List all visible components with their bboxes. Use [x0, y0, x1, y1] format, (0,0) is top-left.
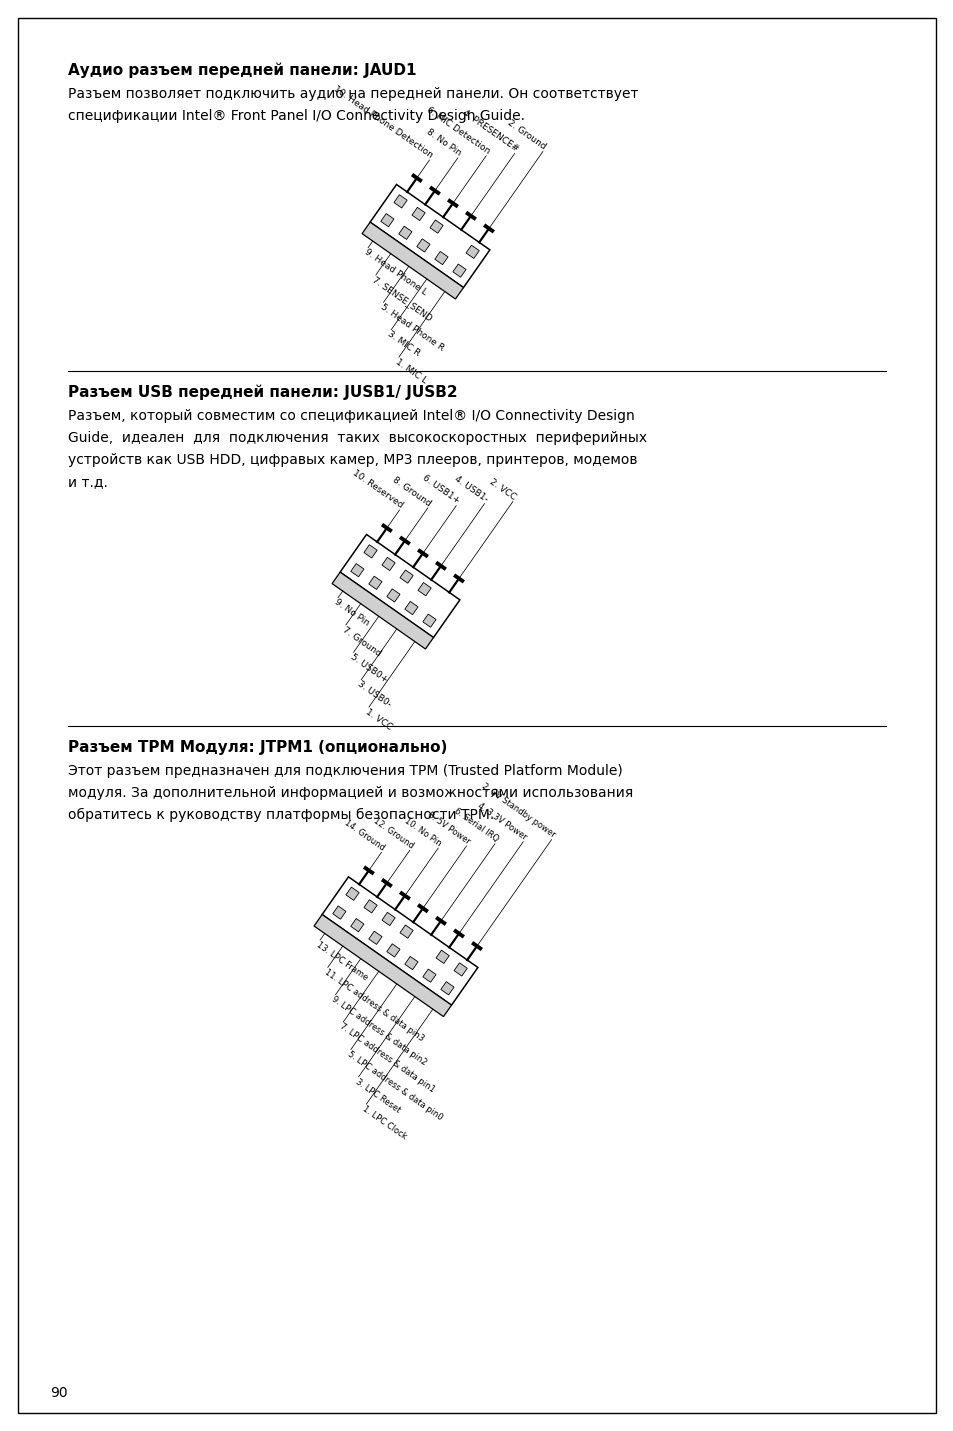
Polygon shape: [412, 207, 425, 220]
Text: 10. Reserved: 10. Reserved: [351, 468, 404, 509]
Polygon shape: [399, 924, 413, 939]
Text: 13. LPC Frame: 13. LPC Frame: [314, 940, 369, 982]
Polygon shape: [351, 564, 364, 577]
Text: 8. Ground: 8. Ground: [391, 475, 433, 508]
Polygon shape: [346, 887, 358, 900]
Text: Guide,  идеален  для  подключения  таких  высокоскоростных  периферийных: Guide, идеален для подключения таких выс…: [68, 431, 646, 445]
Text: Разъем TPM Модуля: JTPM1 (опционально): Разъем TPM Модуля: JTPM1 (опционально): [68, 740, 447, 756]
Text: 1. LPC Clock: 1. LPC Clock: [361, 1105, 408, 1141]
Polygon shape: [440, 982, 454, 995]
Text: 7. Ground: 7. Ground: [340, 625, 382, 658]
Text: 14. Ground: 14. Ground: [343, 819, 386, 853]
Polygon shape: [370, 185, 490, 288]
Polygon shape: [394, 195, 407, 207]
Polygon shape: [465, 245, 478, 259]
Polygon shape: [386, 588, 399, 602]
Polygon shape: [380, 213, 394, 226]
Text: Разъем USB передней панели: JUSB1/ JUSB2: Разъем USB передней панели: JUSB1/ JUSB2: [68, 385, 457, 401]
Text: Разъем, который совместим со спецификацией Intel® I/O Connectivity Design: Разъем, который совместим со спецификаци…: [68, 409, 634, 424]
Text: Аудио разъем передней панели: JAUD1: Аудио разъем передней панели: JAUD1: [68, 63, 416, 79]
Text: 4. USB1-: 4. USB1-: [453, 474, 489, 504]
Text: 8. 5V Power: 8. 5V Power: [425, 810, 471, 846]
Text: 11. LPC address & data pin3: 11. LPC address & data pin3: [322, 967, 425, 1043]
Text: обратитесь к руководству платформы безопасности TPM.: обратитесь к руководству платформы безоп…: [68, 809, 494, 821]
Polygon shape: [386, 944, 399, 957]
Text: 6. MIC Detection: 6. MIC Detection: [424, 106, 491, 156]
Polygon shape: [416, 239, 430, 252]
Polygon shape: [369, 932, 381, 944]
Polygon shape: [322, 877, 477, 1005]
Text: спецификации Intel® Front Panel I/O Connectivity Design Guide.: спецификации Intel® Front Panel I/O Conn…: [68, 109, 524, 123]
Text: 9. Head Phone L: 9. Head Phone L: [362, 248, 428, 298]
Text: 2. Ground: 2. Ground: [506, 119, 547, 152]
Text: 7. SENSE_SEND: 7. SENSE_SEND: [371, 275, 434, 323]
Text: 5. USB0+: 5. USB0+: [348, 653, 389, 684]
Polygon shape: [351, 919, 364, 932]
Text: 7. LPC address & data pin1: 7. LPC address & data pin1: [337, 1022, 436, 1095]
Text: 3. LPC Reset: 3. LPC Reset: [353, 1076, 401, 1115]
Polygon shape: [422, 969, 436, 982]
Polygon shape: [454, 963, 467, 976]
Polygon shape: [340, 534, 459, 638]
Text: 4. PRESENCE#: 4. PRESENCE#: [460, 109, 519, 153]
Text: 10. No Pin: 10. No Pin: [403, 816, 443, 849]
Text: 90: 90: [50, 1387, 68, 1400]
Polygon shape: [363, 900, 376, 913]
Polygon shape: [363, 545, 376, 558]
Text: Разъем позволяет подключить аудио на передней панели. Он соответствует: Разъем позволяет подключить аудио на пер…: [68, 87, 638, 102]
Polygon shape: [435, 252, 448, 265]
Text: 8. No Pin: 8. No Pin: [424, 127, 462, 157]
Polygon shape: [381, 557, 395, 571]
Text: 6. Serial IRQ: 6. Serial IRQ: [452, 807, 499, 844]
Text: 5. LPC address & data pin0: 5. LPC address & data pin0: [345, 1049, 443, 1122]
Text: 12. Ground: 12. Ground: [371, 816, 415, 850]
Text: 5. Head Phone R: 5. Head Phone R: [378, 302, 445, 353]
Text: 1. VCC: 1. VCC: [363, 707, 394, 731]
Polygon shape: [422, 614, 436, 627]
Text: 2. VCC: 2. VCC: [488, 477, 517, 501]
Text: 3. MIC R: 3. MIC R: [386, 329, 421, 358]
Text: 6. USB1+: 6. USB1+: [420, 474, 461, 505]
Polygon shape: [314, 914, 451, 1016]
Text: 3. USB0-: 3. USB0-: [355, 680, 393, 710]
Text: 10. Head Phone Detection: 10. Head Phone Detection: [332, 84, 435, 160]
Polygon shape: [399, 570, 413, 584]
Polygon shape: [333, 906, 346, 919]
Polygon shape: [381, 913, 395, 926]
Polygon shape: [404, 601, 417, 615]
Polygon shape: [332, 572, 433, 650]
Text: устройств как USB HDD, цифравых камер, MP3 плееров, принтеров, модемов: устройств как USB HDD, цифравых камер, M…: [68, 454, 637, 467]
Text: модуля. За дополнительной информацией и возможностями использования: модуля. За дополнительной информацией и …: [68, 786, 633, 800]
Polygon shape: [453, 265, 466, 278]
Polygon shape: [369, 577, 381, 590]
Text: 1. MIC L: 1. MIC L: [394, 358, 428, 385]
Polygon shape: [398, 226, 412, 239]
Polygon shape: [404, 956, 417, 970]
Text: 2. 3V Standby power: 2. 3V Standby power: [479, 781, 557, 840]
Polygon shape: [436, 950, 449, 963]
Text: 4. 3.3V Power: 4. 3.3V Power: [476, 801, 528, 841]
Polygon shape: [430, 220, 443, 233]
Text: и т.д.: и т.д.: [68, 475, 108, 489]
Text: Этот разъем предназначен для подключения TPM (Trusted Platform Module): Этот разъем предназначен для подключения…: [68, 764, 622, 778]
Polygon shape: [362, 222, 463, 299]
Polygon shape: [417, 582, 431, 595]
Text: 9. LPC address & data pin2: 9. LPC address & data pin2: [330, 995, 428, 1068]
Text: 9. No Pin: 9. No Pin: [333, 598, 371, 628]
